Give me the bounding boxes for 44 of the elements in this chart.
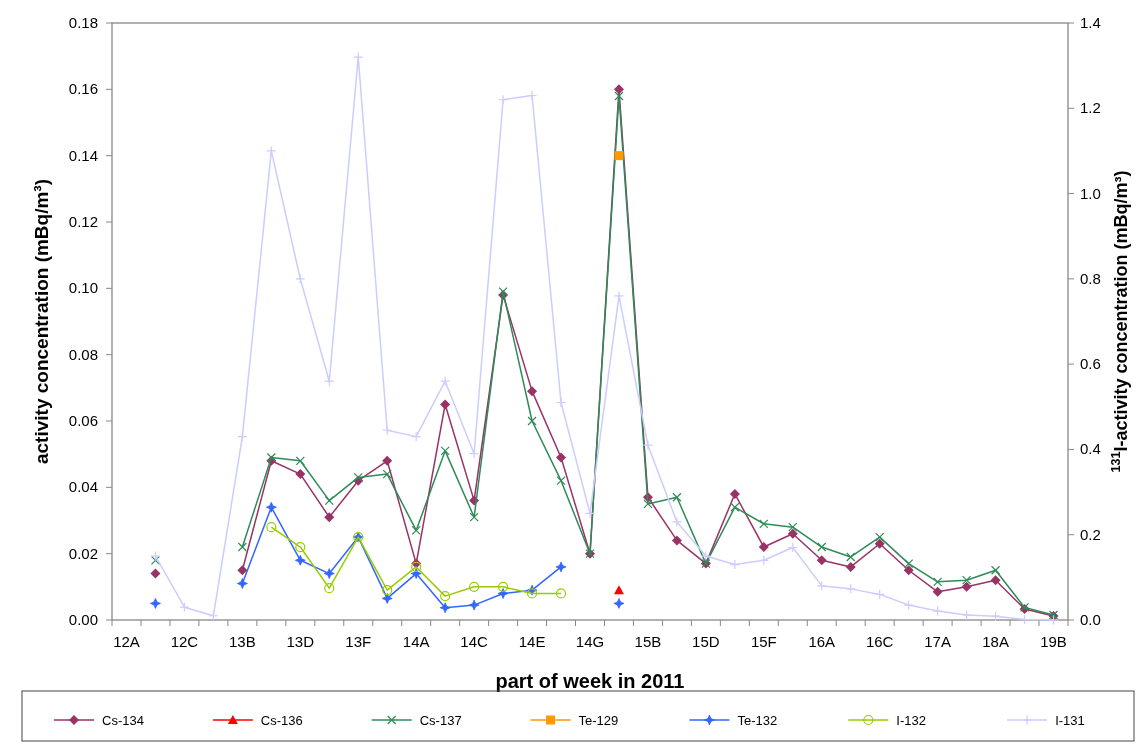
x-tick-label: 14C bbox=[460, 633, 489, 650]
x-tick-label: 15F bbox=[750, 633, 777, 650]
y-tick-label: 0.10 bbox=[68, 279, 98, 297]
y-tick-label: 0.06 bbox=[68, 412, 98, 429]
x-tick-label: 13B bbox=[229, 633, 256, 650]
legend-label: Te-132 bbox=[737, 713, 778, 728]
x-tick-label: 15D bbox=[692, 633, 720, 650]
legend-label: I-131 bbox=[1055, 713, 1085, 728]
y2-tick-label: 1.4 bbox=[1080, 14, 1101, 31]
x-tick-label: 13F bbox=[345, 633, 372, 650]
y2-tick-label: 0.0 bbox=[1080, 611, 1101, 628]
legend-label: Cs-136 bbox=[260, 713, 303, 728]
y2-tick-label: 0.4 bbox=[1080, 440, 1101, 458]
y-tick-label: 0.18 bbox=[68, 14, 98, 31]
legend-label: I-132 bbox=[896, 713, 926, 728]
y-tick-label: 0.04 bbox=[68, 478, 98, 496]
x-tick-label: 12A bbox=[113, 633, 140, 650]
x-tick-label: 14E bbox=[518, 633, 546, 650]
x-axis-title: part of week in 2011 bbox=[495, 670, 685, 692]
x-tick-label: 16A bbox=[808, 633, 836, 650]
y-tick-label: 0.14 bbox=[68, 146, 98, 164]
y-tick-label: 0.00 bbox=[68, 611, 98, 628]
x-tick-label: 15B bbox=[634, 633, 662, 650]
x-tick-label: 14A bbox=[402, 633, 430, 650]
legend-label: Cs-134 bbox=[102, 713, 144, 728]
x-tick-label: 12C bbox=[170, 633, 199, 650]
y2-tick-label: 0.2 bbox=[1080, 525, 1101, 543]
x-tick-label: 16C bbox=[865, 633, 894, 650]
y2-tick-label: 0.8 bbox=[1080, 269, 1101, 287]
y-tick-label: 0.12 bbox=[68, 213, 98, 230]
y-tick-label: 0.08 bbox=[68, 345, 98, 363]
y2-tick-label: 0.6 bbox=[1080, 355, 1101, 373]
y-tick-label: 0.02 bbox=[68, 544, 98, 562]
x-tick-label: 14G bbox=[575, 633, 605, 650]
legend-label: Cs-137 bbox=[419, 713, 462, 728]
legend-label: Te-129 bbox=[578, 713, 619, 728]
y2-tick-label: 1.0 bbox=[1080, 184, 1101, 202]
x-tick-label: 13D bbox=[286, 633, 315, 650]
x-tick-label: 19B bbox=[1040, 633, 1067, 650]
y-axis-title: activity concentration (mBq/m³) bbox=[31, 178, 52, 465]
x-tick-label: 18A bbox=[982, 633, 1009, 650]
x-tick-label: 17A bbox=[924, 633, 951, 650]
y-tick-label: 0.16 bbox=[68, 80, 98, 98]
y2-tick-label: 1.2 bbox=[1080, 99, 1101, 117]
